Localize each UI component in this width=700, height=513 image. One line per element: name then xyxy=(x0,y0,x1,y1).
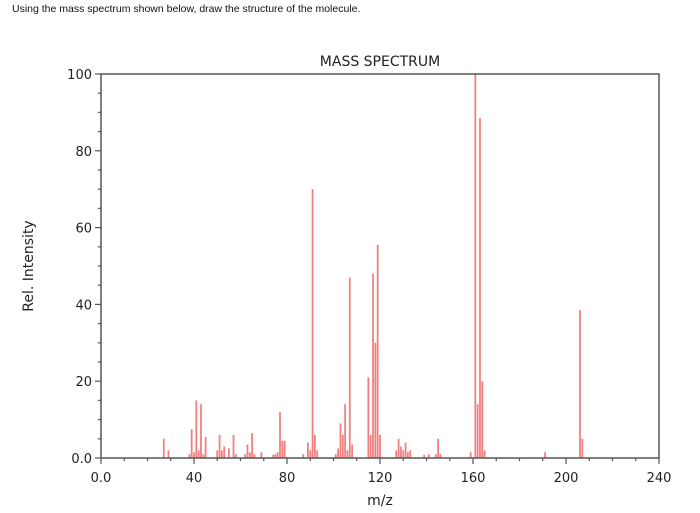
question-text: Using the mass spectrum shown below, dra… xyxy=(12,3,361,15)
x-tick-label: 40 xyxy=(186,471,203,486)
y-tick-label: 80 xyxy=(75,145,92,160)
x-tick-label: 240 xyxy=(647,471,672,486)
x-tick-label: 160 xyxy=(461,471,486,486)
x-tick-label: 0.0 xyxy=(91,471,112,486)
x-tick-label: 80 xyxy=(279,471,296,486)
y-tick-label: 20 xyxy=(75,375,92,390)
y-tick-label: 0.0 xyxy=(71,452,92,467)
x-axis-label: m/z xyxy=(367,493,393,509)
x-axis-ticks: 0.0 40 80 120 160 200 240 xyxy=(91,458,672,486)
x-tick-label: 200 xyxy=(554,471,579,486)
y-tick-label: 100 xyxy=(67,68,92,83)
spectrum-peaks xyxy=(162,74,584,458)
y-axis-ticks: 0.0 20 40 60 80 100 xyxy=(67,68,101,467)
chart-title: MASS SPECTRUM xyxy=(320,54,440,70)
x-tick-label: 120 xyxy=(368,471,393,486)
y-tick-label: 60 xyxy=(75,222,92,237)
y-tick-label: 40 xyxy=(75,298,92,313)
y-axis-label: Rel. Intensity xyxy=(21,220,37,311)
plot-frame xyxy=(100,73,660,459)
